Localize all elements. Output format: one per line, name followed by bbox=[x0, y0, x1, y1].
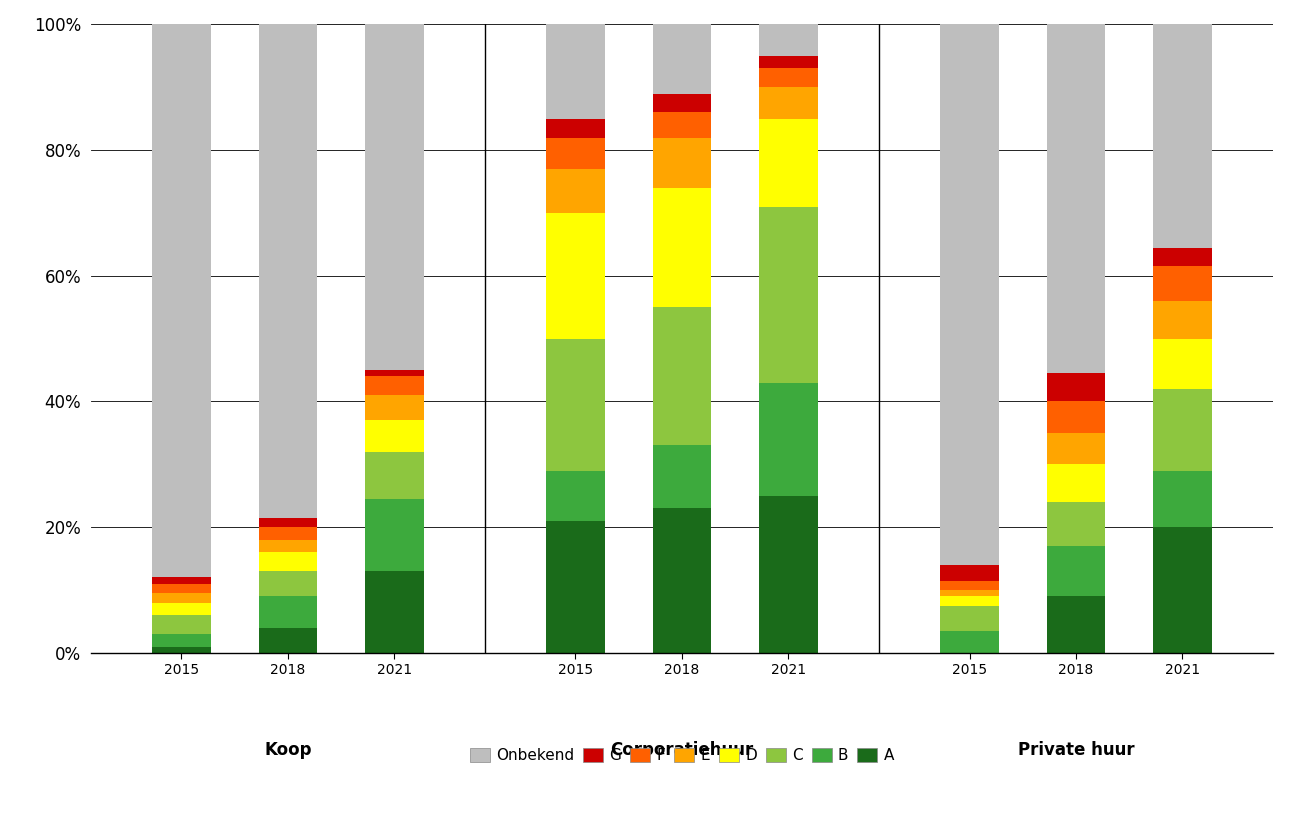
Bar bbox=[652, 188, 712, 308]
Bar bbox=[365, 395, 423, 420]
Bar bbox=[652, 113, 712, 138]
Bar bbox=[652, 307, 712, 446]
Bar bbox=[1154, 339, 1212, 389]
Bar bbox=[759, 119, 818, 206]
Bar bbox=[1154, 389, 1212, 471]
Bar bbox=[652, 446, 712, 508]
Bar bbox=[652, 94, 712, 113]
Bar bbox=[546, 24, 605, 118]
Bar bbox=[940, 580, 999, 590]
Bar bbox=[365, 571, 423, 653]
Bar bbox=[365, 420, 423, 452]
Bar bbox=[940, 605, 999, 631]
Bar bbox=[1047, 464, 1105, 502]
Bar bbox=[759, 206, 818, 383]
Bar bbox=[1047, 546, 1105, 596]
Bar bbox=[759, 55, 818, 69]
Bar bbox=[259, 24, 317, 517]
Bar bbox=[259, 596, 317, 628]
Bar bbox=[152, 602, 210, 615]
Bar bbox=[940, 590, 999, 596]
Bar bbox=[1154, 301, 1212, 339]
Text: Koop: Koop bbox=[264, 741, 312, 759]
Legend: Onbekend, G, F, E, D, C, B, A: Onbekend, G, F, E, D, C, B, A bbox=[464, 742, 900, 769]
Bar bbox=[259, 539, 317, 552]
Bar bbox=[365, 499, 423, 571]
Bar bbox=[652, 138, 712, 188]
Bar bbox=[546, 169, 605, 213]
Bar bbox=[1154, 24, 1212, 247]
Bar bbox=[152, 615, 210, 634]
Bar bbox=[1154, 247, 1212, 266]
Bar bbox=[759, 87, 818, 118]
Bar bbox=[652, 24, 712, 94]
Bar bbox=[365, 376, 423, 395]
Bar bbox=[759, 69, 818, 87]
Bar bbox=[759, 24, 818, 55]
Bar bbox=[152, 578, 210, 583]
Bar bbox=[152, 634, 210, 646]
Bar bbox=[1047, 373, 1105, 401]
Bar bbox=[259, 552, 317, 571]
Bar bbox=[546, 521, 605, 653]
Bar bbox=[152, 24, 210, 578]
Bar bbox=[546, 213, 605, 339]
Bar bbox=[365, 452, 423, 499]
Bar bbox=[259, 571, 317, 596]
Bar bbox=[365, 370, 423, 376]
Bar bbox=[152, 593, 210, 602]
Text: Corporatiehuur: Corporatiehuur bbox=[611, 741, 753, 759]
Bar bbox=[1047, 502, 1105, 546]
Bar bbox=[1047, 24, 1105, 373]
Bar bbox=[759, 496, 818, 653]
Bar bbox=[365, 24, 423, 370]
Bar bbox=[1154, 527, 1212, 653]
Bar bbox=[546, 471, 605, 521]
Bar bbox=[546, 138, 605, 169]
Bar bbox=[1047, 432, 1105, 464]
Bar bbox=[259, 628, 317, 653]
Bar bbox=[1047, 401, 1105, 432]
Bar bbox=[940, 596, 999, 605]
Bar bbox=[259, 527, 317, 539]
Bar bbox=[940, 24, 999, 565]
Bar bbox=[1154, 471, 1212, 527]
Bar bbox=[546, 339, 605, 471]
Bar bbox=[940, 565, 999, 580]
Bar bbox=[652, 508, 712, 653]
Bar bbox=[259, 517, 317, 527]
Bar bbox=[759, 383, 818, 496]
Bar bbox=[152, 646, 210, 653]
Bar bbox=[940, 631, 999, 653]
Bar bbox=[1047, 596, 1105, 653]
Bar bbox=[152, 583, 210, 593]
Bar bbox=[1154, 266, 1212, 301]
Bar bbox=[546, 118, 605, 138]
Text: Private huur: Private huur bbox=[1017, 741, 1134, 759]
